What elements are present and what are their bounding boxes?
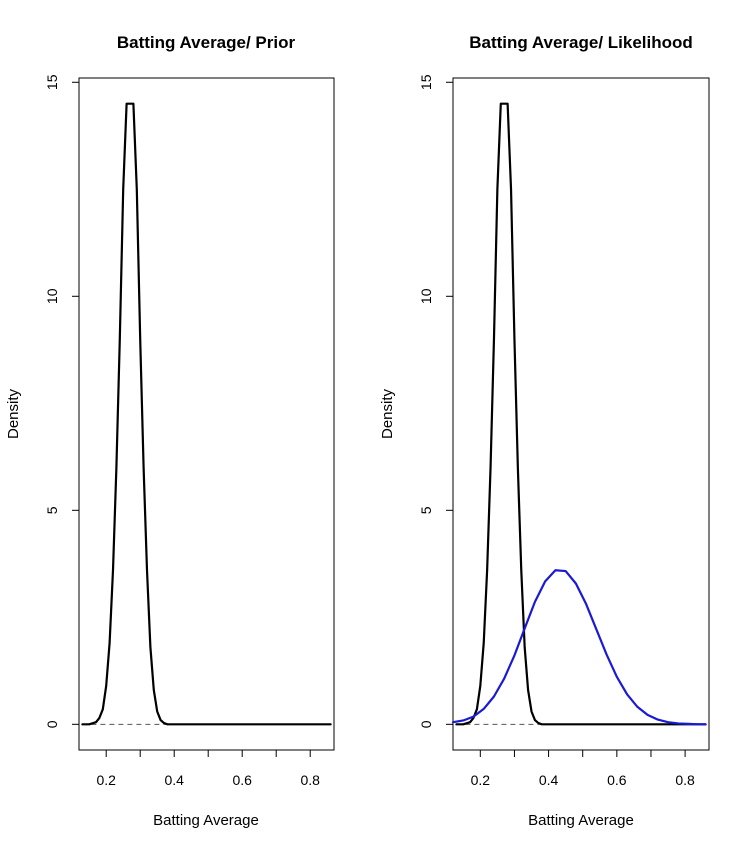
series-line-0 [81, 102, 332, 726]
x-tick-label: 0.4 [164, 772, 184, 788]
plot-frame [78, 77, 335, 751]
panel-likelihood: Batting Average/ Likelihood 0.2 0.4 0.6 0.8… [379, 33, 710, 829]
series-line-1 [451, 569, 707, 726]
y-axis-label: Density [379, 388, 396, 439]
x-tick-label: 0.4 [539, 772, 559, 788]
x-tick-label: 0.8 [675, 772, 695, 788]
series-lines [451, 102, 707, 726]
x-tick-label: 0.6 [232, 772, 252, 788]
axis-ticks: 0.2 0.4 0.6 0.8 0 5 10 15 [44, 74, 320, 788]
x-tick-label: 0.8 [300, 772, 320, 788]
x-tick-label: 0.6 [607, 772, 627, 788]
y-tick-label: 10 [418, 288, 434, 304]
y-tick-label: 5 [44, 506, 60, 514]
axis-ticks: 0.2 0.4 0.6 0.8 0 5 10 15 [418, 74, 695, 788]
panel-prior: Batting Average/ Prior 0.2 0.4 0.6 0.8 0 5 10 1… [5, 33, 335, 829]
chart-title: Batting Average/ Likelihood [469, 33, 693, 52]
y-tick-label: 0 [44, 720, 60, 728]
series-lines [81, 102, 332, 726]
y-tick-label: 15 [418, 74, 434, 90]
y-axis-label: Density [5, 388, 22, 439]
x-axis-label: Batting Average [153, 812, 259, 829]
chart-title: Batting Average/ Prior [117, 33, 296, 52]
x-axis-label: Batting Average [528, 812, 634, 829]
y-tick-label: 15 [44, 74, 60, 90]
y-tick-label: 5 [418, 506, 434, 514]
y-tick-label: 0 [418, 720, 434, 728]
y-tick-label: 10 [44, 288, 60, 304]
x-tick-label: 0.2 [471, 772, 491, 788]
plot-frame [452, 77, 710, 751]
x-tick-label: 0.2 [96, 772, 116, 788]
series-line-0 [455, 102, 707, 726]
